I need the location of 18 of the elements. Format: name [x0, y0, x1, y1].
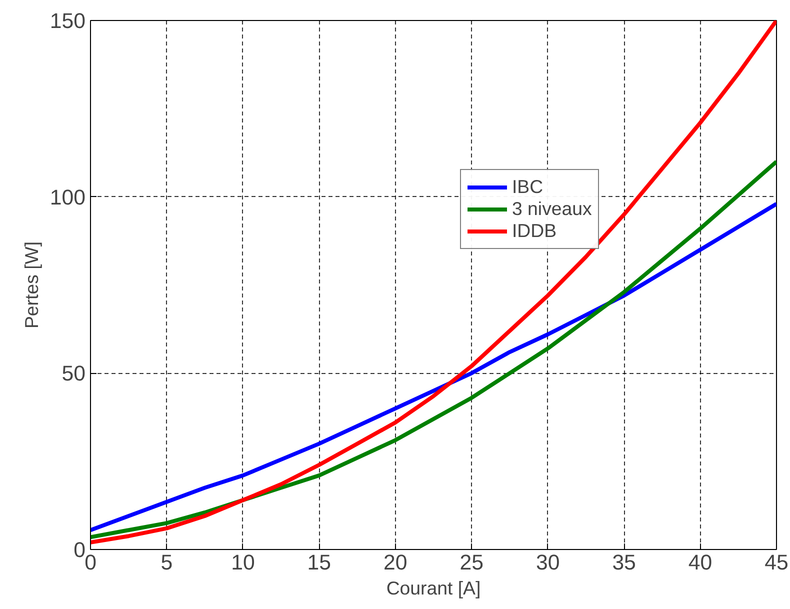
x-tick-label: 35 [612, 550, 636, 574]
y-axis-title: Pertes [W] [20, 241, 42, 329]
y-tick-label: 150 [50, 9, 86, 33]
legend-label: IDDB [512, 220, 557, 242]
legend-label: IBC [512, 176, 544, 198]
x-tick-label: 20 [384, 550, 408, 574]
x-tick-label: 15 [307, 550, 332, 574]
legend-label: 3 niveaux [512, 198, 592, 220]
y-tick-label: 100 [50, 185, 86, 210]
x-tick-label: 45 [764, 550, 788, 574]
x-tick-label: 40 [688, 550, 712, 574]
x-tick-label: 30 [536, 550, 560, 574]
y-tick-label: 50 [62, 362, 86, 386]
line-series [90, 20, 776, 544]
x-axis-title: Courant [A] [386, 578, 481, 598]
x-tick-label: 5 [160, 550, 173, 574]
x-tick-label: 10 [231, 550, 255, 574]
x-tick-label: 25 [460, 550, 484, 574]
